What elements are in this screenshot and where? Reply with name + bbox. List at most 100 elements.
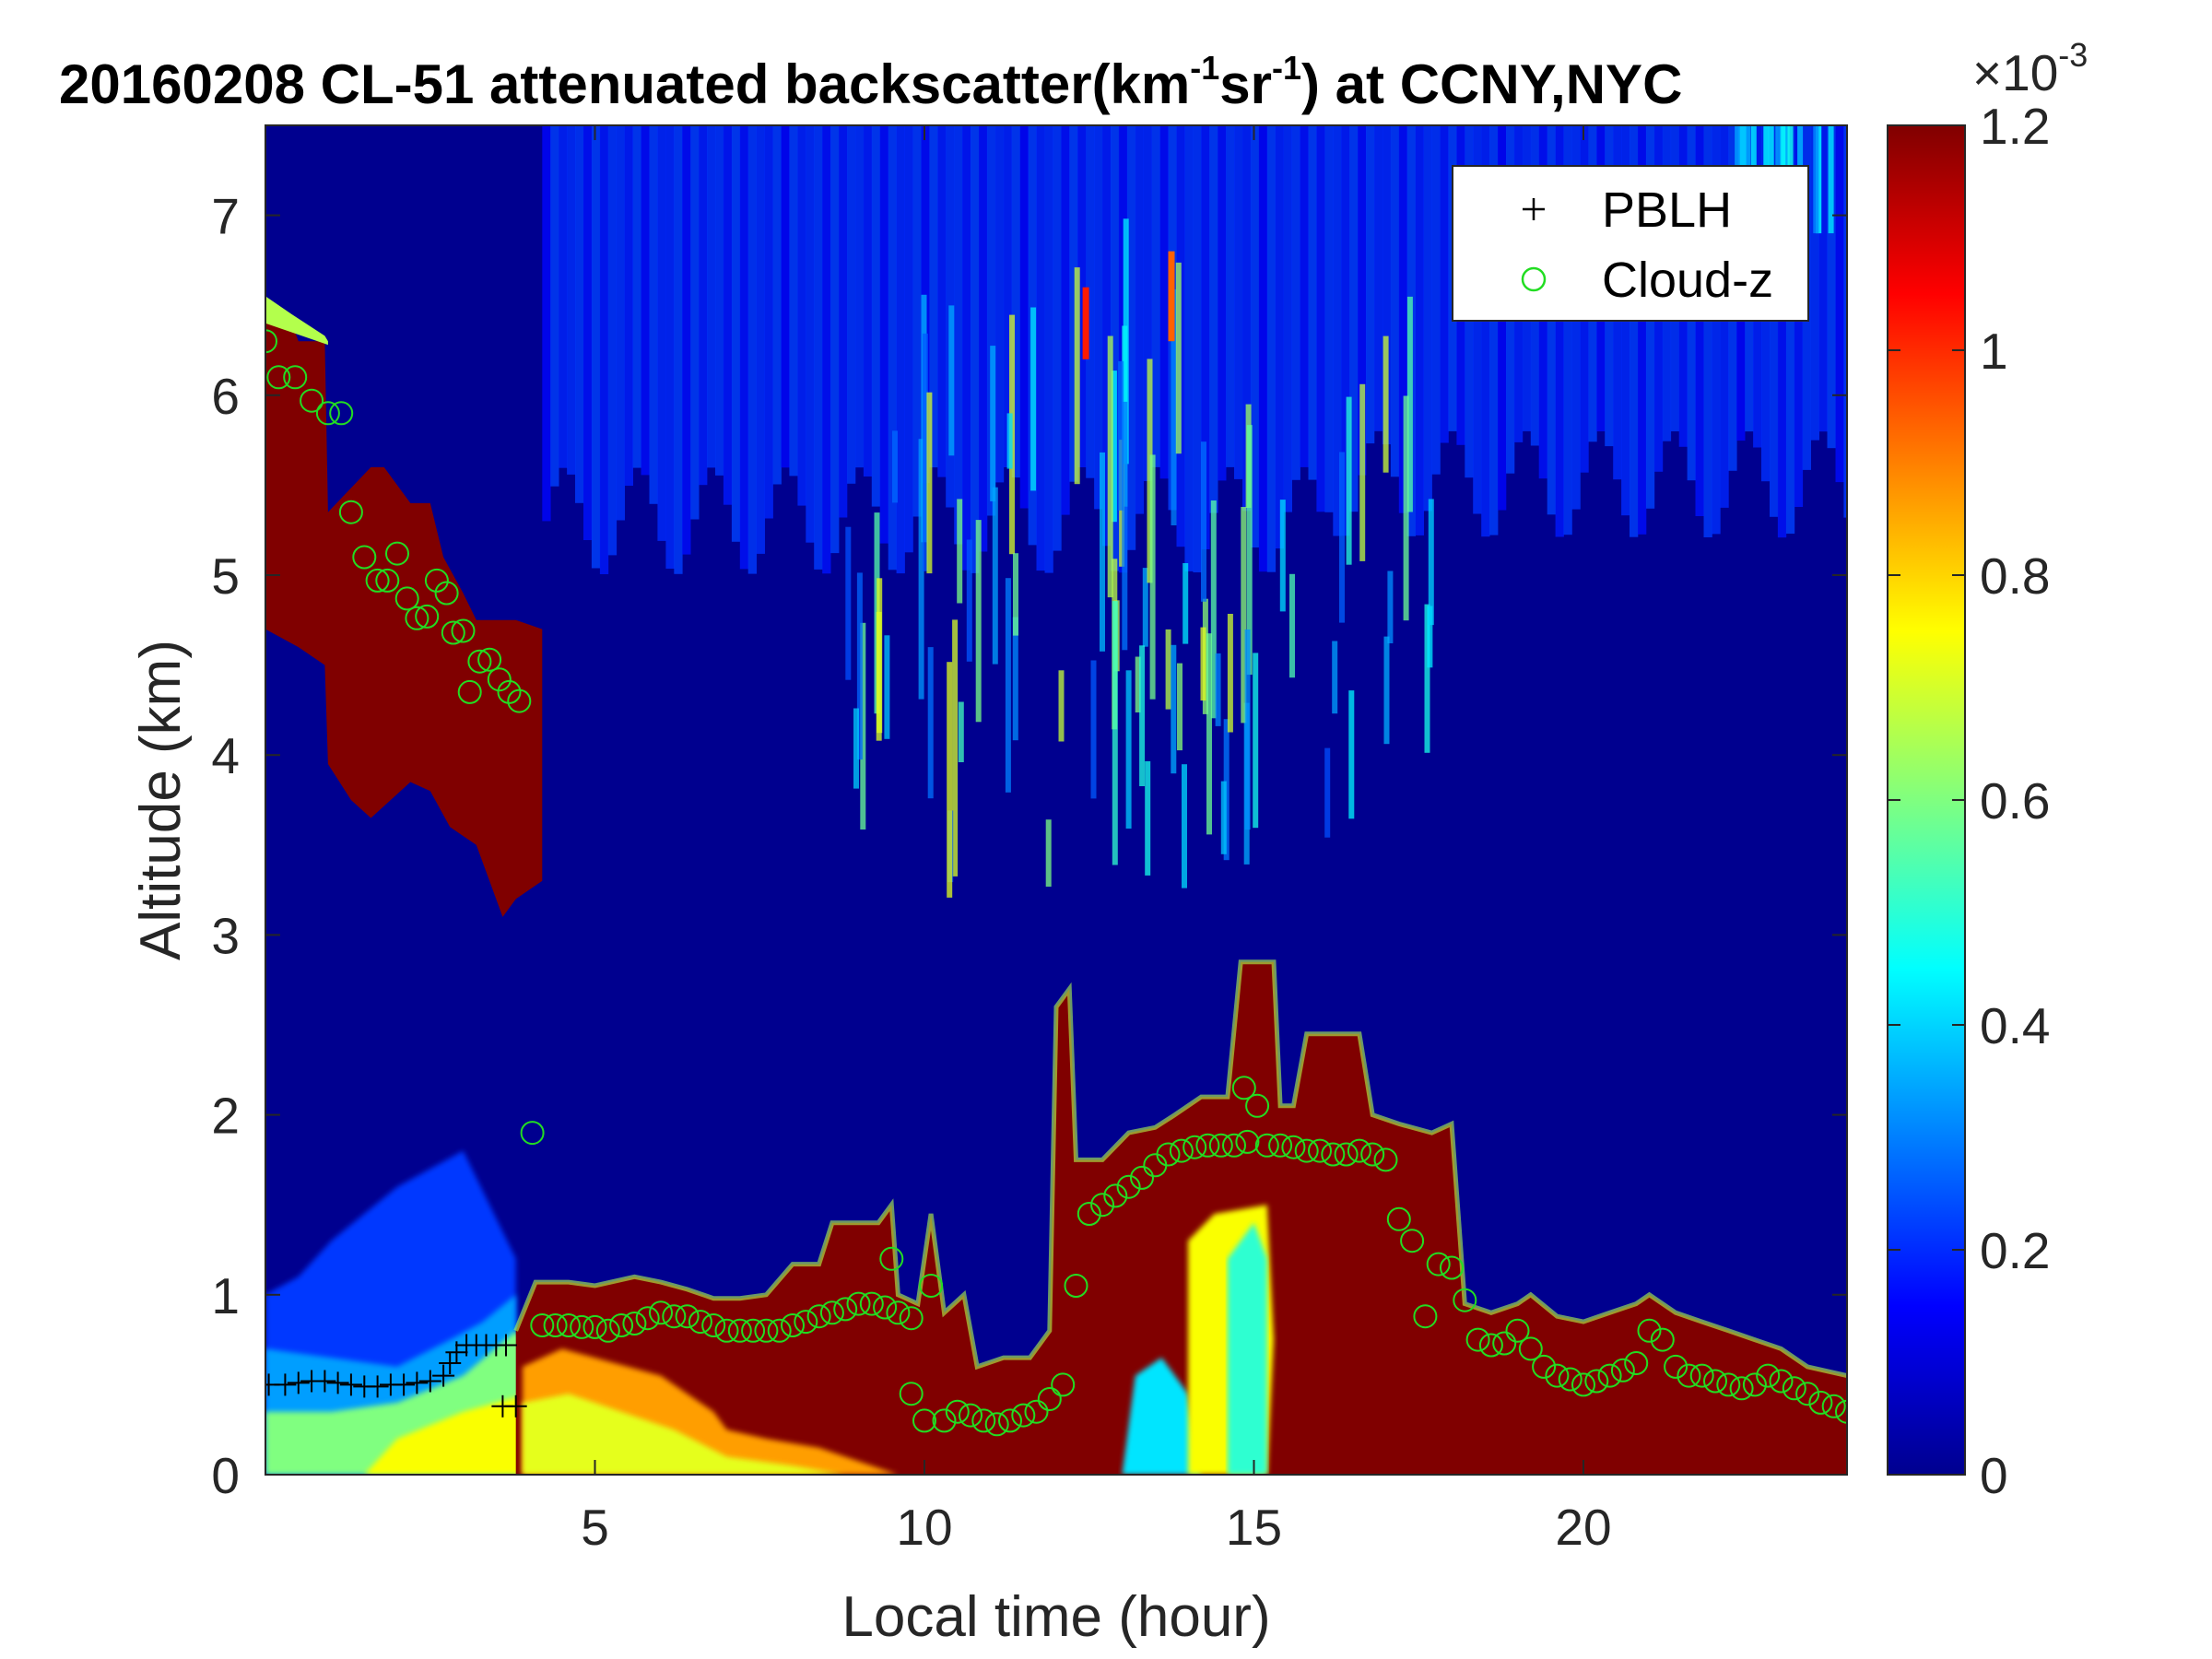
heatmap-cell: [1100, 452, 1105, 652]
heatmap-cell: [1182, 764, 1187, 888]
y-axis-label: Altitude (km): [129, 640, 193, 960]
heatmap-cell: [1279, 500, 1286, 612]
colorbar-exponent: ×10-3: [1972, 36, 2088, 101]
heatmap-cell: [1090, 660, 1097, 799]
heatmap-area: [265, 125, 1847, 1475]
heatmap-cell: [1324, 747, 1331, 838]
cloud-z-point: [1782, 1376, 1806, 1401]
heatmap-cell: [1107, 335, 1113, 598]
cloud-z-point: [1465, 1327, 1490, 1352]
heatmap-cell: [1077, 125, 1087, 467]
cloud-z-point: [405, 606, 429, 630]
cloud-edge: [513, 959, 1847, 1379]
pblh-point: [406, 1371, 429, 1394]
cloud-z-point: [1373, 1147, 1398, 1172]
cloud-z-point: [457, 679, 482, 704]
heatmap-cell: [1030, 307, 1037, 491]
cloud-z-point: [1222, 1133, 1246, 1158]
heatmap-cell: [957, 499, 963, 604]
heatmap-cell: [1082, 287, 1089, 359]
heatmap-cell: [888, 125, 897, 571]
heatmap-cell: [1210, 500, 1217, 719]
heatmap-cell: [876, 611, 882, 741]
heatmap-cell: [1147, 359, 1153, 583]
heatmap-cell: [1143, 125, 1152, 481]
x-tick-label: 15: [1226, 1499, 1282, 1556]
heatmap-cell: [937, 125, 947, 477]
heatmap-cell: [772, 125, 782, 485]
pblh-point: [393, 1373, 416, 1396]
colorbar-ticks: 0 0.2 0.4 0.6 0.8 1 1.2: [1888, 98, 2050, 1504]
y-tick-label: 2: [211, 1088, 240, 1145]
cloud-z-point: [1090, 1193, 1115, 1218]
heatmap-cell: [884, 635, 890, 739]
cloud-z-point: [662, 1304, 687, 1329]
heatmap-cell: [567, 125, 576, 475]
cloud-z-point: [1308, 1138, 1332, 1163]
cloud-z-point: [1558, 1367, 1583, 1392]
cloud-z-point: [688, 1310, 712, 1335]
cloud-z-point: [556, 1313, 581, 1337]
heatmap-cell: [1012, 617, 1018, 741]
plot-frame: [265, 124, 1848, 1476]
cloud-z-point: [315, 401, 340, 426]
heatmap-cell: [1387, 571, 1394, 643]
heatmap-cell: [1171, 288, 1177, 525]
heatmap-cell: [1346, 396, 1352, 565]
pblh-point: [366, 1375, 389, 1398]
heatmap-cell: [1440, 125, 1449, 443]
cloud-z-point: [1689, 1363, 1714, 1388]
cloud-z-point: [1321, 1142, 1346, 1167]
heatmap-cell: [979, 125, 988, 552]
heatmap-cell: [1300, 125, 1309, 467]
cloud-z-point: [300, 388, 324, 413]
heatmap-cell: [1139, 645, 1146, 786]
cloud-z-point: [1051, 1372, 1076, 1397]
heatmap-cell: [830, 125, 840, 554]
heatmap-cell: [1201, 125, 1210, 549]
heatmap-cell: [522, 1394, 846, 1475]
cloud-z-point: [1103, 1183, 1128, 1208]
heatmap-cell: [892, 430, 898, 503]
heatmap-cell: [731, 125, 741, 542]
cloud-z-point: [622, 1312, 647, 1335]
heatmap-cell: [879, 125, 888, 544]
heatmap-cell: [1316, 125, 1325, 512]
heatmap-cell: [1123, 218, 1129, 465]
cloud-z-point: [1821, 1394, 1846, 1418]
colorbar: 0 0.2 0.4 0.6 0.8 1 1.2 ×10-3: [1887, 36, 2088, 1504]
heatmap-cell: [591, 125, 601, 569]
heatmap-cell: [542, 125, 551, 522]
heatmap-cell: [1828, 125, 1834, 234]
heatmap-cell: [1813, 125, 1819, 234]
cloud-z-point: [1624, 1351, 1649, 1375]
cloud-z-point: [945, 1399, 970, 1424]
heatmap-cell: [1275, 125, 1284, 549]
heatmap-cell: [649, 125, 658, 504]
heatmap-cell: [839, 125, 848, 518]
heatmap-cell: [1348, 690, 1355, 819]
heatmap-cell: [1111, 125, 1120, 571]
heatmap-cell: [1111, 371, 1117, 523]
heatmap-cell: [992, 487, 998, 665]
cloud-z-point: [1231, 1076, 1256, 1100]
cloud-z-point: [959, 1403, 982, 1428]
heatmap-cell: [1011, 125, 1020, 478]
heatmap-cell: [1053, 125, 1062, 551]
y-axis: 0 1 2 3 4 5 6 7: [211, 188, 1847, 1504]
heatmap-cell: [896, 125, 905, 574]
heatmap-cell: [764, 125, 773, 519]
cloud-z-point: [727, 1318, 752, 1343]
heatmap-cell: [1142, 568, 1148, 647]
heatmap-cell: [1220, 781, 1227, 854]
heatmap-cell: [1003, 125, 1013, 467]
heatmap-cell: [1283, 125, 1292, 512]
heatmap-cell: [1359, 383, 1366, 561]
cloud-z-point: [394, 586, 419, 611]
y-tick-label: 6: [211, 368, 240, 425]
legend-pblh-marker: [1523, 198, 1545, 220]
heatmap-cell: [871, 125, 881, 507]
heatmap-cell: [1777, 125, 1787, 538]
heatmap-cell: [1125, 670, 1132, 829]
